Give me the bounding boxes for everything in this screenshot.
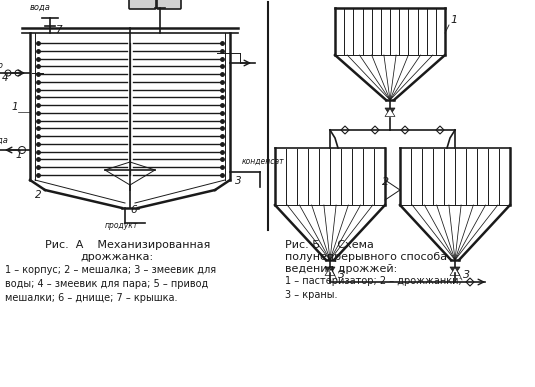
Text: 1: 1: [450, 15, 457, 25]
Polygon shape: [466, 278, 474, 286]
Circle shape: [5, 70, 11, 76]
Circle shape: [19, 147, 26, 154]
Polygon shape: [436, 126, 444, 134]
Text: 2: 2: [382, 177, 389, 187]
Polygon shape: [325, 267, 335, 274]
Text: 3: 3: [235, 176, 242, 186]
Polygon shape: [450, 267, 460, 276]
Polygon shape: [371, 126, 379, 134]
Text: 2: 2: [35, 190, 42, 200]
Text: 1 – корпус; 2 – мешалка; 3 – змеевик для
воды; 4 – змеевик для пара; 5 – привод
: 1 – корпус; 2 – мешалка; 3 – змеевик для…: [5, 265, 216, 303]
Text: Рис.  А    Механизированная: Рис. А Механизированная: [45, 240, 210, 250]
Circle shape: [15, 70, 21, 76]
Text: 3: 3: [338, 270, 345, 280]
FancyBboxPatch shape: [129, 0, 156, 9]
Text: 1 – пастеризатор; 2 – дрожжанки;
3 – краны.: 1 – пастеризатор; 2 – дрожжанки; 3 – кра…: [285, 276, 462, 300]
Text: 7: 7: [55, 25, 62, 35]
Text: вода: вода: [0, 136, 9, 145]
Text: пар: пар: [0, 61, 4, 70]
Text: 4: 4: [2, 73, 9, 83]
Polygon shape: [401, 126, 409, 134]
Text: полунепрерывного способа: полунепрерывного способа: [285, 252, 447, 262]
FancyBboxPatch shape: [157, 0, 181, 9]
Text: 3: 3: [463, 270, 470, 280]
Text: 6: 6: [130, 205, 136, 215]
Text: конденсат: конденсат: [242, 157, 285, 166]
Polygon shape: [385, 108, 395, 115]
Polygon shape: [450, 267, 460, 274]
Polygon shape: [325, 267, 335, 276]
Text: 1: 1: [15, 150, 21, 160]
Polygon shape: [385, 108, 395, 116]
Text: вода: вода: [30, 3, 51, 12]
Polygon shape: [341, 126, 349, 134]
Text: 1: 1: [12, 102, 19, 112]
Text: дрожжанка:: дрожжанка:: [80, 252, 153, 262]
Text: Рис. Б     Схема: Рис. Б Схема: [285, 240, 374, 250]
Text: продукт: продукт: [105, 221, 139, 230]
Text: ведения дрожжей:: ведения дрожжей:: [285, 264, 398, 274]
